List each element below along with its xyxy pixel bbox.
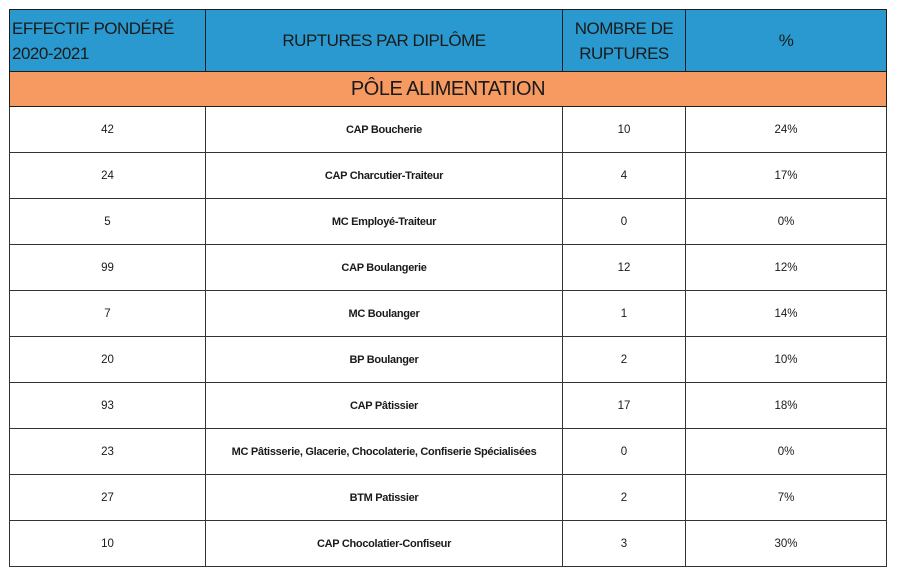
cell-percent: 24% xyxy=(685,106,887,153)
cell-ruptures: 0 xyxy=(562,428,686,475)
cell-diplome: BTM Patissier xyxy=(205,474,563,521)
header-nombre-ruptures: NOMBRE DE RUPTURES xyxy=(562,9,686,72)
cell-ruptures: 2 xyxy=(562,474,686,521)
ruptures-table: EFFECTIF PONDÉRÉ 2020-2021 RUPTURES PAR … xyxy=(9,9,887,567)
cell-ruptures: 12 xyxy=(562,244,686,291)
table-row: 42 CAP Boucherie 10 24% xyxy=(9,106,887,153)
cell-effectif: 24 xyxy=(9,152,206,199)
cell-percent: 17% xyxy=(685,152,887,199)
cell-percent: 0% xyxy=(685,198,887,245)
cell-diplome: CAP Chocolatier-Confiseur xyxy=(205,520,563,567)
cell-percent: 7% xyxy=(685,474,887,521)
section-row: PÔLE ALIMENTATION xyxy=(9,71,887,107)
table-row: 93 CAP Pâtissier 17 18% xyxy=(9,382,887,429)
cell-effectif: 5 xyxy=(9,198,206,245)
ruptures-table-container: EFFECTIF PONDÉRÉ 2020-2021 RUPTURES PAR … xyxy=(9,9,887,567)
cell-ruptures: 2 xyxy=(562,336,686,383)
cell-diplome: CAP Pâtissier xyxy=(205,382,563,429)
table-row: 27 BTM Patissier 2 7% xyxy=(9,474,887,521)
table-row: 24 CAP Charcutier-Traiteur 4 17% xyxy=(9,152,887,199)
cell-percent: 14% xyxy=(685,290,887,337)
cell-ruptures: 10 xyxy=(562,106,686,153)
table-row: 10 CAP Chocolatier-Confiseur 3 30% xyxy=(9,520,887,567)
header-ruptures-diplome: RUPTURES PAR DIPLÔME xyxy=(205,9,563,72)
cell-effectif: 99 xyxy=(9,244,206,291)
cell-percent: 10% xyxy=(685,336,887,383)
cell-ruptures: 17 xyxy=(562,382,686,429)
cell-ruptures: 4 xyxy=(562,152,686,199)
cell-diplome: CAP Boucherie xyxy=(205,106,563,153)
cell-percent: 18% xyxy=(685,382,887,429)
cell-diplome: MC Pâtisserie, Glacerie, Chocolaterie, C… xyxy=(205,428,563,475)
cell-effectif: 42 xyxy=(9,106,206,153)
cell-percent: 30% xyxy=(685,520,887,567)
cell-diplome: MC Boulanger xyxy=(205,290,563,337)
table-row: 20 BP Boulanger 2 10% xyxy=(9,336,887,383)
cell-ruptures: 0 xyxy=(562,198,686,245)
cell-ruptures: 3 xyxy=(562,520,686,567)
table-row: 23 MC Pâtisserie, Glacerie, Chocolaterie… xyxy=(9,428,887,475)
cell-ruptures: 1 xyxy=(562,290,686,337)
cell-diplome: MC Employé-Traiteur xyxy=(205,198,563,245)
table-row: 5 MC Employé-Traiteur 0 0% xyxy=(9,198,887,245)
table-row: 7 MC Boulanger 1 14% xyxy=(9,290,887,337)
header-effectif: EFFECTIF PONDÉRÉ 2020-2021 xyxy=(9,9,206,72)
cell-effectif: 23 xyxy=(9,428,206,475)
cell-diplome: CAP Boulangerie xyxy=(205,244,563,291)
cell-percent: 12% xyxy=(685,244,887,291)
cell-effectif: 27 xyxy=(9,474,206,521)
header-row: EFFECTIF PONDÉRÉ 2020-2021 RUPTURES PAR … xyxy=(9,9,887,72)
cell-effectif: 10 xyxy=(9,520,206,567)
cell-effectif: 7 xyxy=(9,290,206,337)
cell-percent: 0% xyxy=(685,428,887,475)
table-row: 99 CAP Boulangerie 12 12% xyxy=(9,244,887,291)
cell-effectif: 93 xyxy=(9,382,206,429)
cell-effectif: 20 xyxy=(9,336,206,383)
header-percent: % xyxy=(685,9,887,72)
cell-diplome: BP Boulanger xyxy=(205,336,563,383)
cell-diplome: CAP Charcutier-Traiteur xyxy=(205,152,563,199)
section-title: PÔLE ALIMENTATION xyxy=(9,71,887,107)
